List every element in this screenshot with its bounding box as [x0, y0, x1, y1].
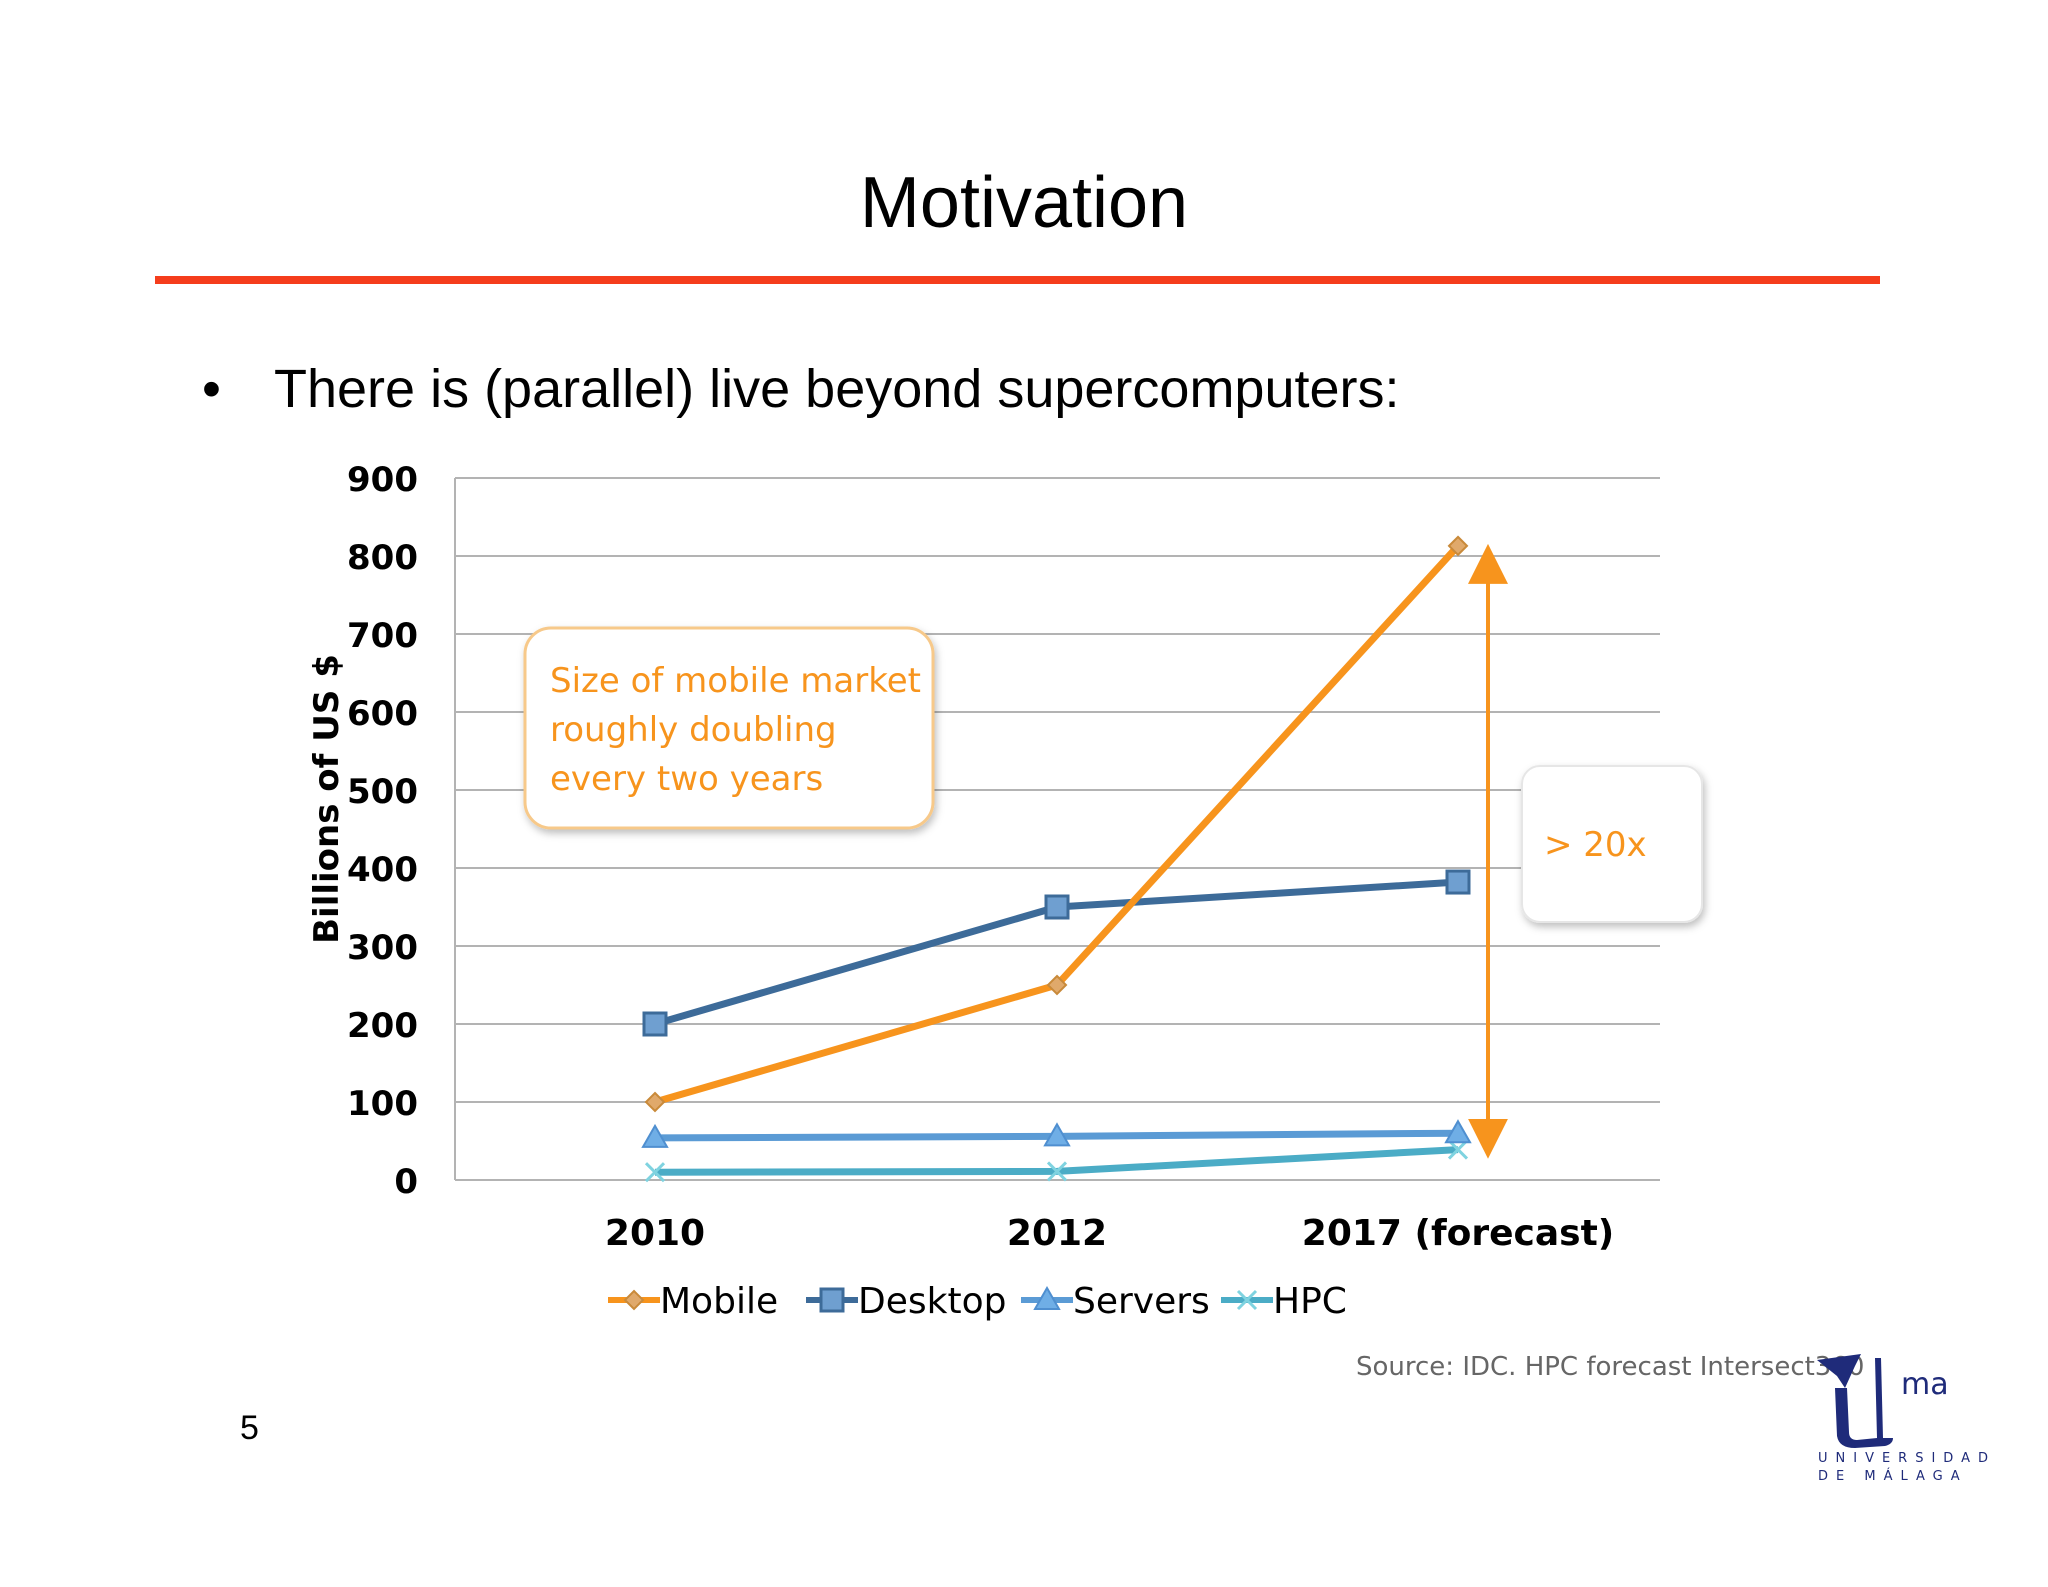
legend-label-mobile: Mobile: [660, 1281, 778, 1322]
growth-box: [1521, 765, 1703, 923]
legend-label-desktop: Desktop: [858, 1281, 1006, 1322]
legend-marker-mobile: [623, 1289, 645, 1311]
y-tick-label: 200: [347, 1006, 418, 1046]
data-point-hpc: [1046, 1161, 1068, 1182]
legend-marker-hpc: [1236, 1289, 1258, 1311]
bullet-text: There is (parallel) live beyond supercom…: [274, 359, 1400, 419]
legend-marker-desktop: [819, 1287, 845, 1313]
page-number: 5: [240, 1409, 259, 1447]
data-point-desktop: [1044, 894, 1070, 920]
y-tick-label: 400: [347, 850, 418, 890]
y-tick-label: 800: [347, 538, 418, 578]
growth-label: > 20x: [1544, 825, 1647, 865]
title-underline: [155, 276, 1880, 284]
y-axis-label: Billions of US $: [307, 654, 347, 944]
legend-marker-servers: [1033, 1285, 1061, 1310]
data-point-hpc: [644, 1162, 666, 1183]
callout-box: [523, 626, 935, 830]
bullet-marker: •: [202, 359, 221, 419]
logo-caption-line: DE MÁLAGA: [1818, 1469, 1968, 1484]
data-point-mobile: [1447, 535, 1469, 557]
logo-mark: [1835, 1388, 1893, 1448]
callout-text: Size of mobile market: [550, 661, 921, 701]
data-point-mobile: [1046, 974, 1068, 996]
x-tick-label: 2010: [605, 1213, 705, 1254]
callout-text: roughly doubling: [550, 710, 837, 750]
bullet-item: • There is (parallel) live beyond superco…: [202, 356, 1400, 422]
logo-text: ma: [1901, 1367, 1949, 1402]
legend-label-servers: Servers: [1073, 1281, 1210, 1322]
legend-label-hpc: HPC: [1273, 1281, 1347, 1322]
data-point-servers: [1043, 1122, 1071, 1147]
y-tick-label: 700: [347, 616, 418, 656]
data-point-hpc: [1447, 1139, 1469, 1160]
logo-mark: [1817, 1354, 1861, 1388]
callout-text: every two years: [550, 759, 823, 799]
data-point-desktop: [1445, 869, 1471, 895]
y-tick-label: 900: [347, 460, 418, 500]
logo-caption-line: UNIVERSIDAD: [1818, 1451, 1996, 1466]
x-tick-label: 2012: [1007, 1213, 1107, 1254]
data-point-mobile: [644, 1091, 666, 1113]
y-tick-label: 500: [347, 772, 418, 812]
y-tick-label: 300: [347, 928, 418, 968]
data-point-servers: [1444, 1119, 1472, 1144]
x-tick-label: 2017 (forecast): [1302, 1213, 1614, 1254]
y-tick-label: 600: [347, 694, 418, 734]
y-tick-label: 0: [394, 1162, 418, 1202]
logo-caption: UNIVERSIDAD DE MÁLAGA: [1818, 1450, 1996, 1486]
y-tick-label: 100: [347, 1084, 418, 1124]
logo-mark: [1875, 1358, 1883, 1438]
data-point-servers: [641, 1123, 669, 1148]
university-logo: ma: [1817, 1354, 1949, 1448]
source-note: Source: IDC. HPC forecast Intersect360: [1356, 1352, 1865, 1382]
data-point-desktop: [642, 1011, 668, 1037]
slide-title: Motivation: [859, 163, 1189, 243]
